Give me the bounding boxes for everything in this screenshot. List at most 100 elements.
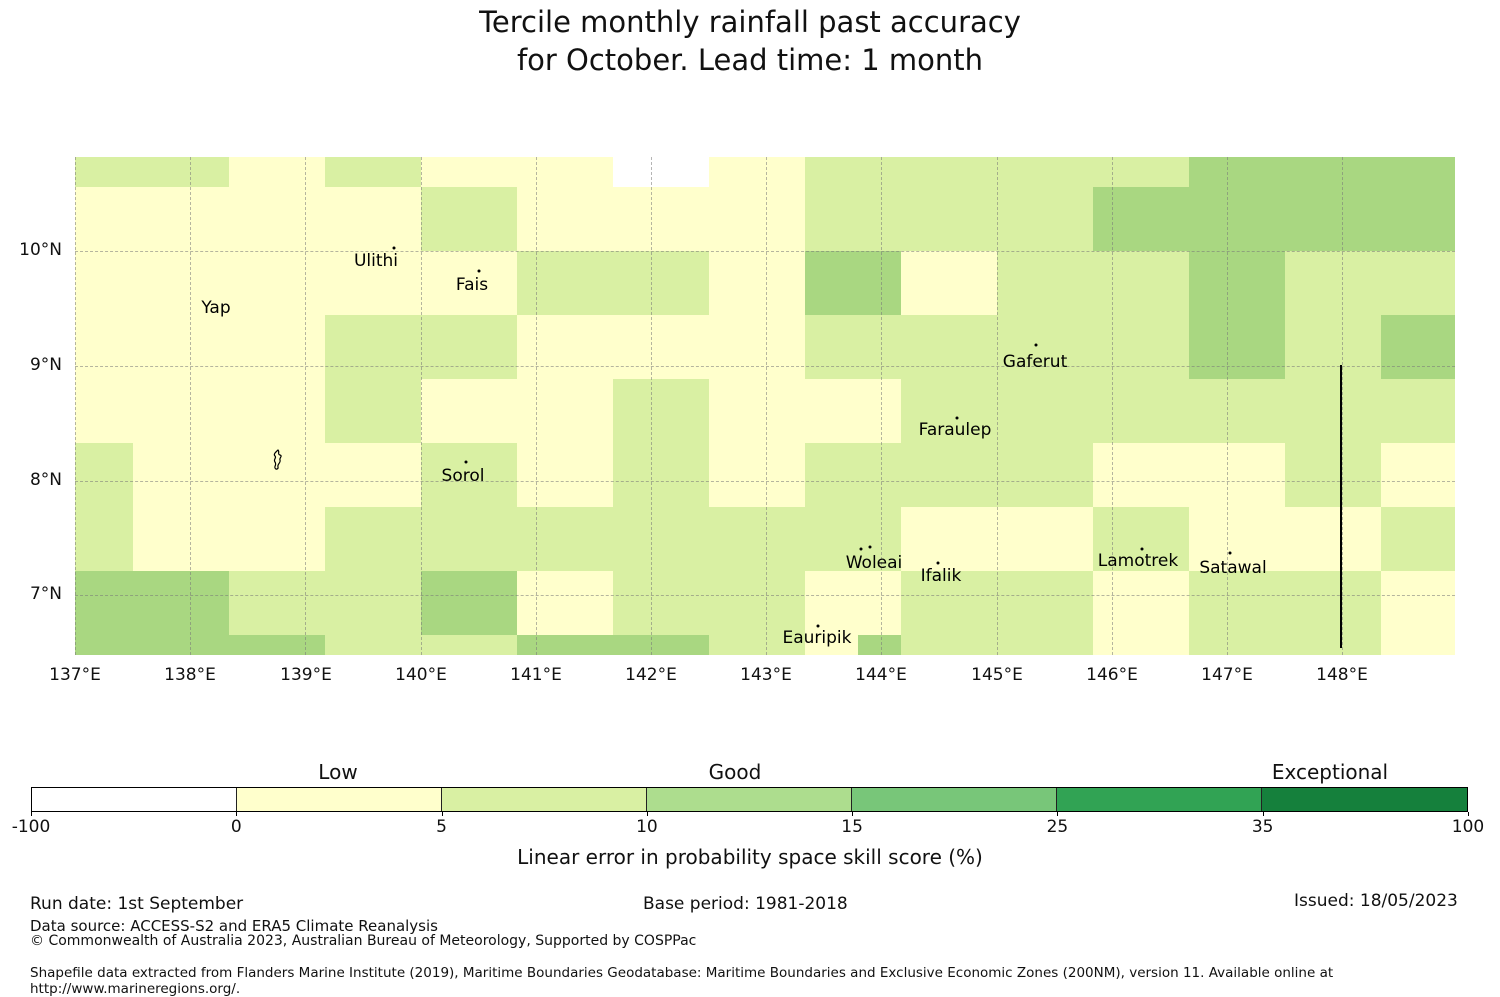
map-cell bbox=[901, 379, 997, 443]
x-tick-label: 146°E bbox=[1086, 665, 1138, 685]
chart-title: Tercile monthly rainfall past accuracy f… bbox=[0, 3, 1500, 79]
chart-title-line2: for October. Lead time: 1 month bbox=[516, 43, 984, 77]
map-cell bbox=[1093, 507, 1189, 571]
map-plot-area: Yap Ulithi Fais Sorol Gaferut Faraulep Woleai I… bbox=[75, 157, 1455, 655]
map-cell bbox=[1093, 315, 1189, 379]
map-cell bbox=[517, 443, 613, 507]
island-label-faraulep: Faraulep bbox=[918, 420, 992, 440]
map-cell bbox=[1189, 571, 1285, 635]
base-period-text: Base period: 1981-2018 bbox=[643, 894, 848, 914]
map-cell bbox=[1189, 635, 1285, 655]
island-label-gaferut: Gaferut bbox=[1002, 352, 1068, 372]
island-marker-dot bbox=[477, 269, 481, 273]
map-cell bbox=[1189, 443, 1285, 507]
map-cell bbox=[1093, 635, 1189, 655]
map-cell bbox=[709, 379, 805, 443]
map-cell bbox=[421, 157, 517, 187]
colorbar-tick-mark bbox=[852, 812, 854, 816]
map-cell bbox=[421, 443, 517, 507]
map-cell bbox=[133, 157, 229, 187]
map-cell bbox=[901, 571, 997, 635]
map-cell bbox=[1381, 443, 1455, 507]
map-cell bbox=[325, 315, 421, 379]
map-cell bbox=[229, 507, 325, 571]
map-cell bbox=[325, 187, 421, 251]
x-tick-label: 148°E bbox=[1316, 665, 1368, 685]
island-label-ulithi: Ulithi bbox=[353, 251, 399, 271]
colorbar-zone-label-low: Low bbox=[318, 760, 358, 784]
map-cell bbox=[133, 187, 229, 251]
map-cell bbox=[75, 187, 133, 251]
map-cell bbox=[1093, 443, 1189, 507]
map-cell bbox=[1093, 379, 1189, 443]
island-marker-dot bbox=[392, 246, 396, 250]
island-marker-dot bbox=[955, 416, 959, 420]
map-cell bbox=[75, 157, 133, 187]
map-cell bbox=[613, 379, 709, 443]
map-cell bbox=[1189, 379, 1285, 443]
colorbar-segment bbox=[647, 788, 852, 811]
island-label-woleai: Woleai bbox=[845, 553, 903, 573]
map-cell bbox=[1285, 251, 1381, 315]
map-cell bbox=[133, 507, 229, 571]
map-cell bbox=[805, 187, 901, 251]
map-cell bbox=[613, 635, 709, 655]
map-cell bbox=[325, 571, 421, 635]
island-label-ifalik: Ifalik bbox=[920, 566, 962, 586]
map-cell bbox=[75, 379, 133, 443]
x-tick-label: 142°E bbox=[625, 665, 677, 685]
map-cell bbox=[1189, 315, 1285, 379]
map-cell bbox=[997, 635, 1093, 655]
y-tick-label: 9°N bbox=[29, 355, 62, 375]
map-cell bbox=[75, 315, 133, 379]
map-cell bbox=[325, 157, 421, 187]
map-cell bbox=[421, 635, 517, 655]
map-cell bbox=[901, 157, 997, 187]
map-cell bbox=[133, 571, 229, 635]
map-gridline-vertical bbox=[1111, 157, 1113, 655]
map-cell bbox=[1381, 187, 1455, 251]
map-cell bbox=[1093, 157, 1189, 187]
map-cell bbox=[1381, 635, 1455, 655]
x-tick-label: 140°E bbox=[395, 665, 447, 685]
map-gridline-vertical bbox=[305, 157, 307, 655]
y-tick-label: 8°N bbox=[29, 470, 62, 490]
island-marker-dot bbox=[1034, 343, 1038, 347]
colorbar-segment bbox=[1262, 788, 1467, 811]
map-cell bbox=[517, 635, 613, 655]
map-cell bbox=[1381, 251, 1455, 315]
island-marker-dot bbox=[816, 624, 820, 628]
map-cell bbox=[1285, 157, 1381, 187]
map-cell bbox=[421, 379, 517, 443]
map-cell bbox=[325, 507, 421, 571]
colorbar-segment bbox=[852, 788, 1057, 811]
map-cell bbox=[75, 443, 133, 507]
colorbar-tick-mark bbox=[31, 812, 32, 816]
map-cell bbox=[805, 443, 901, 507]
map-cell bbox=[805, 507, 901, 571]
map-cell bbox=[997, 571, 1093, 635]
map-cell bbox=[517, 379, 613, 443]
map-cell bbox=[1189, 187, 1285, 251]
map-gridline-vertical bbox=[190, 157, 191, 655]
shapefile-attribution-text: Shapefile data extracted from Flanders M… bbox=[30, 965, 1334, 997]
colorbar-tick-mark bbox=[1262, 812, 1264, 816]
colorbar bbox=[31, 787, 1468, 812]
map-cell bbox=[1381, 507, 1455, 571]
colorbar-tick-mark bbox=[236, 812, 238, 816]
map-cell bbox=[709, 635, 805, 655]
map-cell bbox=[997, 251, 1093, 315]
map-cell bbox=[709, 571, 805, 635]
map-cell bbox=[901, 315, 997, 379]
map-cell bbox=[901, 251, 997, 315]
eez-boundary-line bbox=[1340, 365, 1342, 648]
x-tick-label: 139°E bbox=[280, 665, 332, 685]
island-label-eauripik: Eauripik bbox=[782, 628, 852, 648]
map-cell bbox=[325, 443, 421, 507]
map-cell bbox=[613, 315, 709, 379]
colorbar-zone-label-exceptional: Exceptional bbox=[1271, 760, 1389, 784]
map-cell bbox=[1093, 571, 1189, 635]
map-cell bbox=[517, 315, 613, 379]
colorbar-tick-mark bbox=[441, 812, 443, 816]
map-cell bbox=[75, 507, 133, 571]
